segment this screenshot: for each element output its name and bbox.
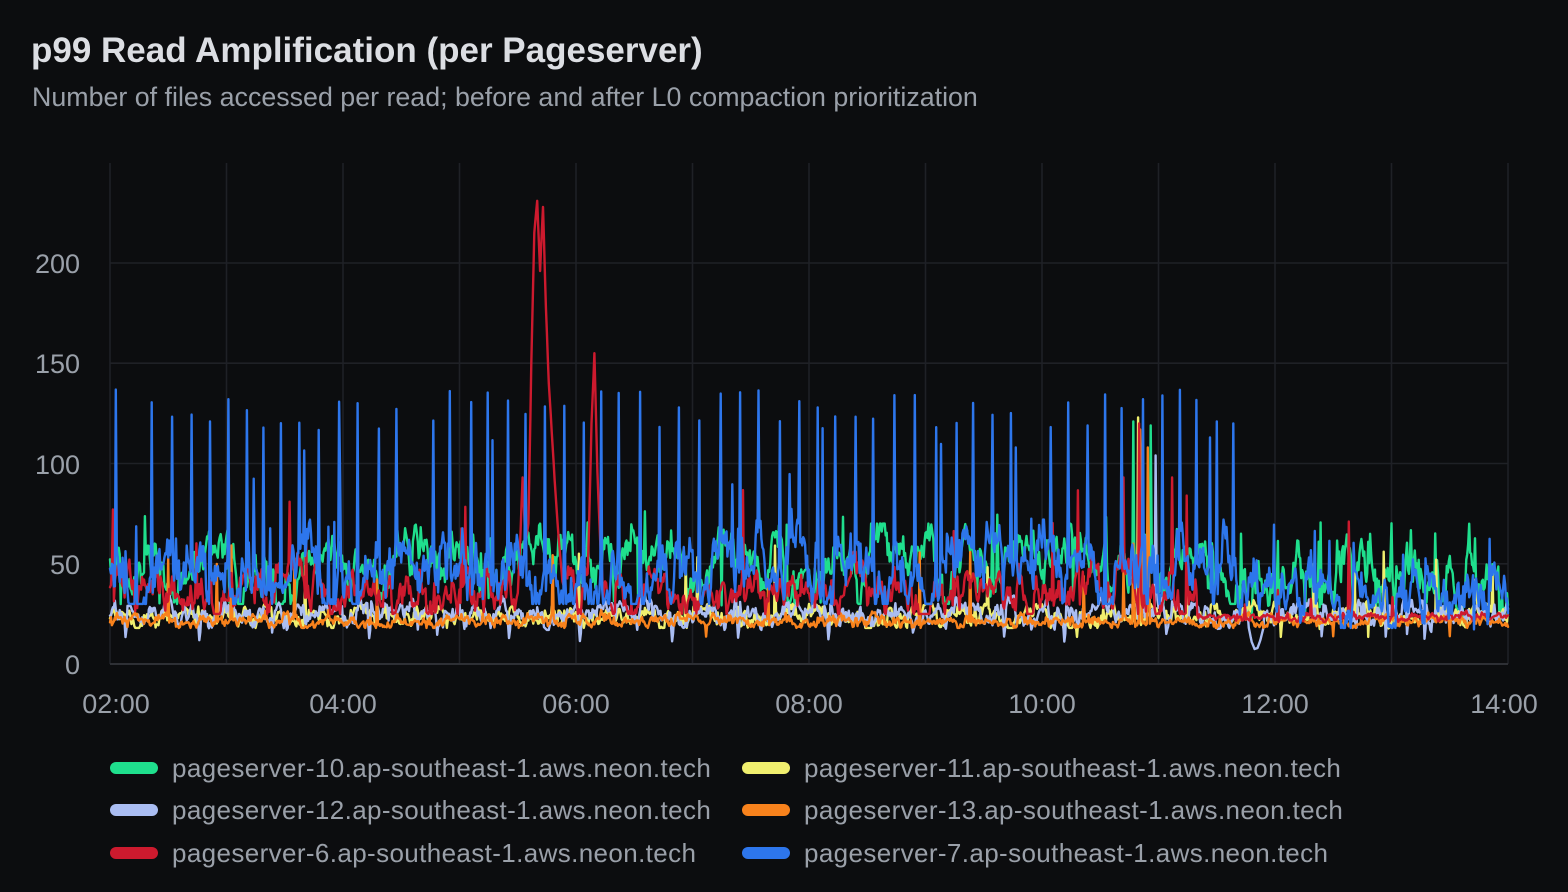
svg-text:14:00: 14:00 (1470, 689, 1538, 719)
svg-text:pageserver-11.ap-southeast-1.a: pageserver-11.ap-southeast-1.aws.neon.te… (804, 753, 1341, 783)
svg-text:10:00: 10:00 (1008, 689, 1076, 719)
svg-text:06:00: 06:00 (542, 689, 610, 719)
svg-text:pageserver-12.ap-southeast-1.a: pageserver-12.ap-southeast-1.aws.neon.te… (172, 795, 711, 825)
svg-text:12:00: 12:00 (1241, 689, 1309, 719)
svg-text:100: 100 (35, 450, 80, 480)
svg-text:08:00: 08:00 (775, 689, 843, 719)
svg-text:200: 200 (35, 249, 80, 279)
svg-text:04:00: 04:00 (309, 689, 377, 719)
svg-text:Number of files accessed per r: Number of files accessed per read; befor… (32, 82, 978, 112)
svg-text:150: 150 (35, 349, 80, 379)
svg-text:0: 0 (65, 650, 80, 680)
svg-text:p99 Read Amplification (per Pa: p99 Read Amplification (per Pageserver) (31, 31, 703, 70)
svg-text:pageserver-10.ap-southeast-1.a: pageserver-10.ap-southeast-1.aws.neon.te… (172, 753, 711, 783)
svg-text:pageserver-6.ap-southeast-1.aw: pageserver-6.ap-southeast-1.aws.neon.tec… (172, 838, 696, 868)
svg-text:50: 50 (50, 550, 80, 580)
svg-text:pageserver-7.ap-southeast-1.aw: pageserver-7.ap-southeast-1.aws.neon.tec… (804, 838, 1328, 868)
svg-text:02:00: 02:00 (82, 689, 150, 719)
svg-text:pageserver-13.ap-southeast-1.a: pageserver-13.ap-southeast-1.aws.neon.te… (804, 795, 1343, 825)
